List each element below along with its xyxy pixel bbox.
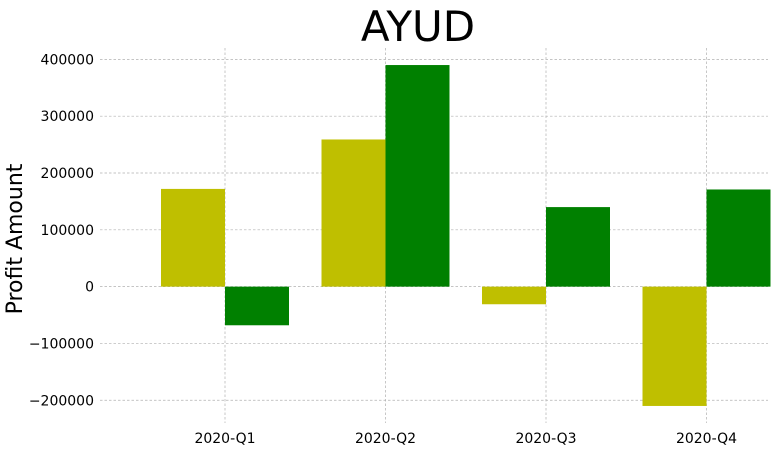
bar-series-1-2020-Q1 xyxy=(161,188,225,287)
x-tick-label: 2020-Q1 xyxy=(194,431,255,447)
y-axis-label: Profit Amount xyxy=(3,163,28,314)
chart-title: AYUD xyxy=(361,2,475,51)
bar-series-2-2020-Q4 xyxy=(706,189,771,287)
bar-series-1-2020-Q3 xyxy=(482,286,546,305)
y-tick-label: 300000 xyxy=(41,109,94,125)
x-tick-label: 2020-Q3 xyxy=(515,431,576,447)
y-tick-label: 100000 xyxy=(41,223,94,239)
y-tick-label: 400000 xyxy=(41,52,94,68)
bar-series-2-2020-Q3 xyxy=(546,207,610,287)
bar-series-2-2020-Q2 xyxy=(385,65,450,287)
y-tick-labels: −200000 −100000 0 100000 200000 300000 400000 xyxy=(29,52,94,409)
x-tick-label: 2020-Q4 xyxy=(676,431,737,447)
y-tick-label: −200000 xyxy=(29,393,94,409)
bars xyxy=(161,65,771,406)
y-tick-label: −100000 xyxy=(29,336,94,352)
y-tick-label: 0 xyxy=(85,280,94,296)
y-tick-label: 200000 xyxy=(41,166,94,182)
bar-series-1-2020-Q2 xyxy=(321,139,386,287)
bar-series-1-2020-Q4 xyxy=(642,286,707,406)
bar-series-2-2020-Q1 xyxy=(225,286,289,326)
x-tick-label: 2020-Q2 xyxy=(355,431,416,447)
x-tick-labels: 2020-Q1 2020-Q2 2020-Q3 2020-Q4 xyxy=(194,431,737,447)
